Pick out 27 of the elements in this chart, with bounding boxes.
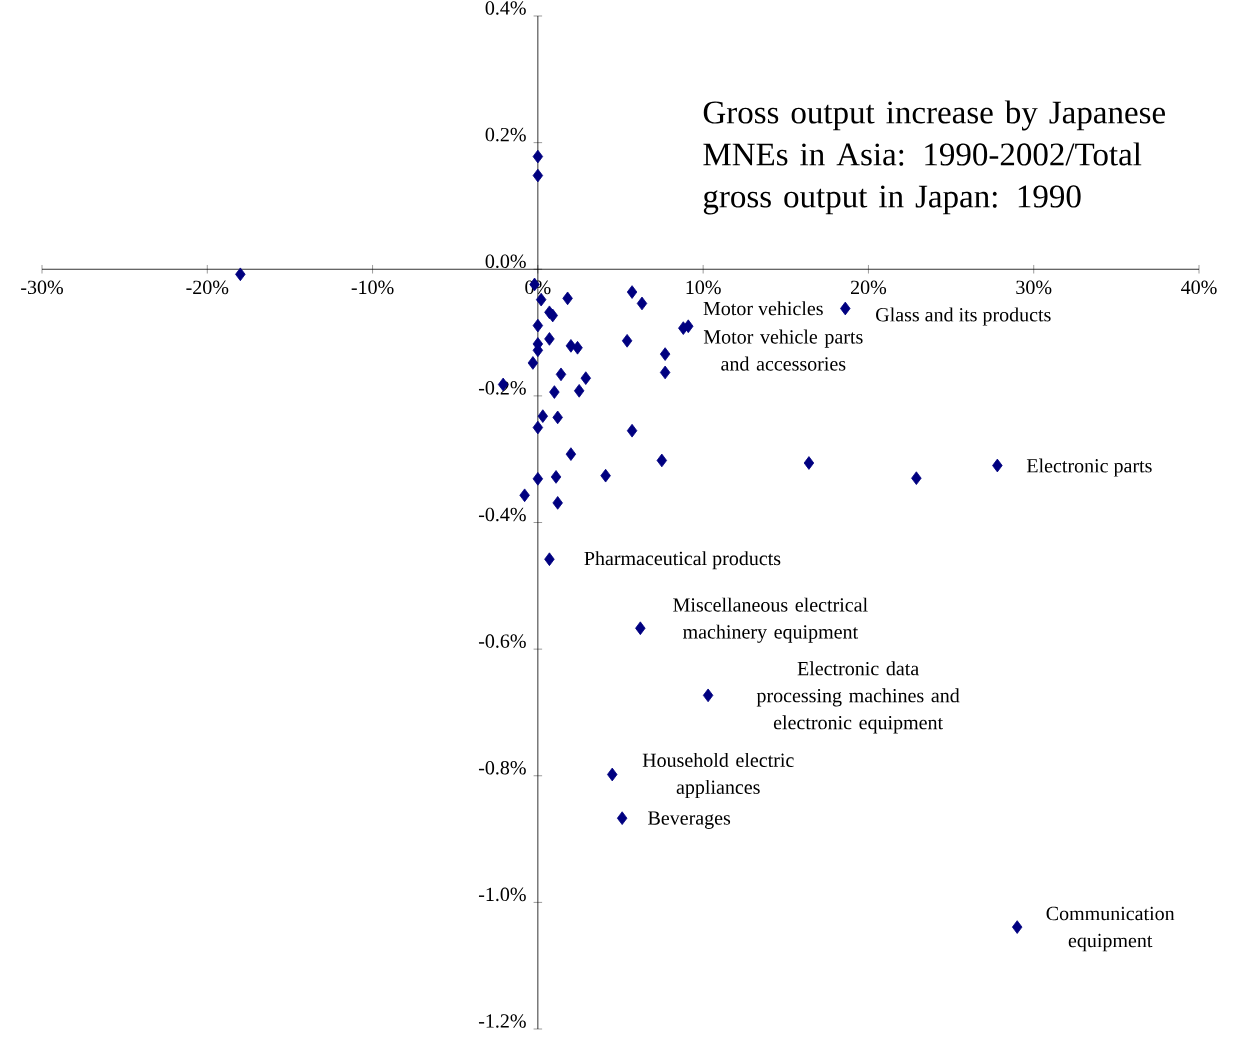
y-tick-label: -1.0%	[478, 887, 526, 902]
text: Gross output increase by Japanese MNEs in Asia: 1990-2002/Total gross output in Japan: 1990	[703, 100, 1165, 215]
annotation: Communication equipment	[1046, 906, 1175, 952]
annotation: Glass and its products	[876, 307, 1051, 326]
annotation: Miscellaneous electrical machinery equipment	[673, 597, 868, 643]
annotation: Household electric appliances	[642, 752, 794, 799]
y-tick-label: 0.4%	[485, 1, 526, 15]
annotation: Electronic data processing machines and electronic equipment	[756, 661, 960, 734]
y-tick-label: -0.8%	[478, 760, 526, 775]
y-tick-label: -1.2%	[478, 1014, 526, 1028]
x-tick-label: 20%	[850, 280, 887, 295]
x-tick-label: -10%	[351, 280, 394, 295]
y-tick-label: -0.2%	[478, 381, 526, 395]
y-tick-label: 0.0%	[485, 254, 526, 269]
annotation: Electronic parts	[1026, 458, 1152, 477]
annotation: Motor vehicle parts and accessories	[703, 329, 863, 371]
x-tick-label: 30%	[1016, 280, 1052, 295]
x-tick-label: 40%	[1181, 280, 1217, 295]
annotation: Motor vehicles	[703, 301, 823, 316]
x-tick-label: -30%	[21, 280, 63, 295]
x-tick-label: -20%	[186, 280, 229, 295]
y-tick-label: -0.4%	[478, 507, 526, 522]
annotation: Pharmaceutical products	[584, 551, 781, 570]
annotation: Beverages	[648, 811, 731, 829]
y-tick-label: -0.6%	[478, 634, 526, 648]
x-tick-label: 10%	[686, 280, 721, 295]
y-tick-label: 0.2%	[485, 127, 526, 142]
